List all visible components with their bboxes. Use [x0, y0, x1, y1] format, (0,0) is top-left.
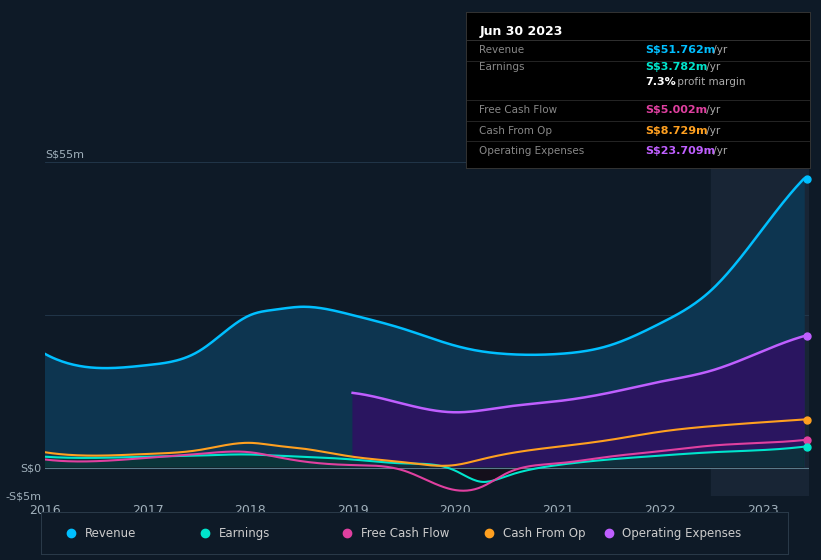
Text: Cash From Op: Cash From Op [502, 527, 585, 540]
Text: /yr: /yr [703, 105, 720, 115]
Text: /yr: /yr [703, 62, 720, 72]
Text: /yr: /yr [710, 45, 727, 55]
Text: S$51.762m: S$51.762m [644, 45, 715, 55]
Text: 7.3%: 7.3% [644, 77, 676, 87]
Text: Free Cash Flow: Free Cash Flow [360, 527, 449, 540]
Text: Cash From Op: Cash From Op [479, 125, 553, 136]
Text: S$5.002m: S$5.002m [644, 105, 707, 115]
Text: /yr: /yr [703, 125, 720, 136]
Text: Jun 30 2023: Jun 30 2023 [479, 25, 562, 38]
Text: S$8.729m: S$8.729m [644, 125, 708, 136]
Text: Earnings: Earnings [219, 527, 270, 540]
Text: Free Cash Flow: Free Cash Flow [479, 105, 557, 115]
Text: Operating Expenses: Operating Expenses [622, 527, 741, 540]
Text: S$23.709m: S$23.709m [644, 146, 715, 156]
Text: Revenue: Revenue [479, 45, 525, 55]
Text: S$55m: S$55m [45, 150, 85, 160]
Text: /yr: /yr [710, 146, 727, 156]
Text: profit margin: profit margin [674, 77, 745, 87]
Bar [711, 162, 809, 496]
Text: Operating Expenses: Operating Expenses [479, 146, 585, 156]
Text: S$3.782m: S$3.782m [644, 62, 707, 72]
Text: Earnings: Earnings [479, 62, 525, 72]
Text: Revenue: Revenue [85, 527, 135, 540]
